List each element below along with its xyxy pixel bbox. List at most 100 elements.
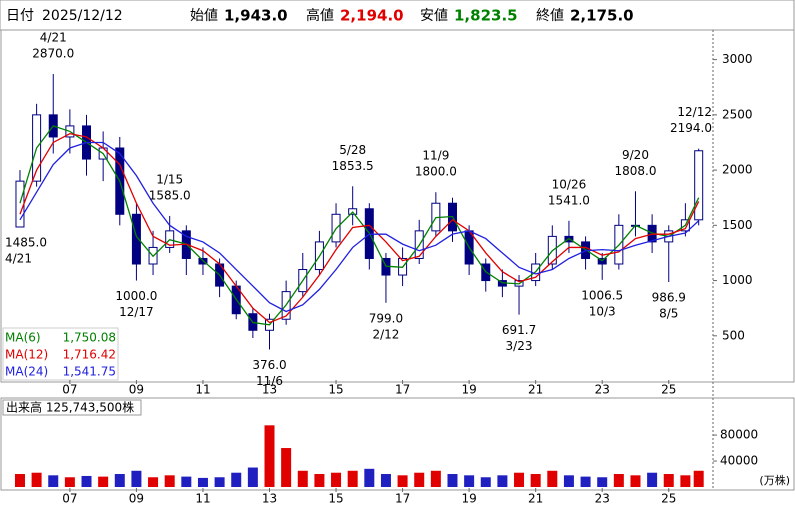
x-tick-label: 09 [129,383,144,397]
volume-bar [14,474,25,487]
volume-bar [597,477,608,487]
annotation-value: 1800.0 [415,165,457,179]
volume-bar [613,474,624,487]
legend-value: 1,716.42 [63,348,116,362]
volume-bar [580,476,591,487]
volume-bar [347,470,358,487]
x-tick-label: 13 [262,383,277,397]
y-tick-label: 3000 [722,52,753,66]
legend-value: 1,750.08 [63,331,116,345]
volume-bar [680,475,691,487]
annotation-value: 1006.5 [581,288,623,302]
volume-bar [314,474,325,487]
y-tick-label: 1500 [722,218,753,232]
y-tick-label: 2000 [722,163,753,177]
volume-bar [214,477,225,487]
x-tick-label: 17 [395,492,410,506]
volume-bar [48,475,59,487]
volume-bar [114,474,125,487]
legend-name: MA(24) [5,365,48,379]
volume-title-box [2,399,142,416]
volume-bar [630,475,641,487]
legend-name: MA(6) [5,331,41,345]
volume-bar [464,475,475,487]
annotation-date: 2/12 [372,327,399,341]
annotation-date: 10/26 [552,177,587,191]
y-tick-label: 1000 [722,273,753,287]
legend-name: MA(12) [5,348,48,362]
candle-body [131,213,141,265]
volume-bar [563,475,574,487]
x-tick-label: 07 [62,383,77,397]
annotation-date: 4/21 [5,251,32,265]
volume-bar [64,477,75,487]
ma-line [19,132,700,324]
annotation-date: 5/28 [339,143,366,157]
x-tick-label: 07 [62,492,77,506]
volume-bar [81,475,92,487]
annotation-value: 1485.0 [5,235,47,249]
x-tick-label: 11 [195,383,210,397]
x-tick-label: 21 [528,492,543,506]
volume-bar [98,476,109,487]
x-tick-label: 23 [595,383,610,397]
volume-bar [247,467,258,487]
volume-bar [414,472,425,487]
annotation-value: 1853.5 [332,159,374,173]
volume-bar [131,470,142,487]
volume-bar [430,470,441,487]
annotation-date: 12/12 [677,105,712,119]
x-tick-label: 21 [528,383,543,397]
volume-bar [497,475,508,487]
header-box [0,0,795,31]
ma-line [19,141,700,313]
x-tick-label: 25 [661,383,676,397]
low-label: 安値 [420,8,448,24]
candle-body [694,150,704,221]
volume-bar [514,472,525,487]
volume-bar [663,474,674,487]
annotation-value: 1585.0 [149,188,191,202]
volume-bar [297,470,308,487]
annotation-value: 2194.0 [670,121,712,135]
x-tick-label: 17 [395,383,410,397]
volume-bar [148,477,159,487]
date: 2025/12/12 [42,8,123,24]
annotation-value: 799.0 [369,311,403,325]
open: 1,943.0 [224,7,288,25]
x-tick-label: 15 [328,383,343,397]
annotation-date: 3/23 [506,339,533,353]
volume-bar [693,470,704,487]
volume-bar [231,472,242,487]
legend-value: 1,541.75 [63,365,116,379]
annotation-date: 9/20 [622,148,649,162]
annotation-date: 10/3 [589,304,616,318]
annotation-date: 1/15 [156,172,183,186]
volume-bar [397,475,408,487]
price-frame [0,29,795,383]
annotation-value: 376.0 [252,358,286,372]
volume-title: 出来高 125,743,500株 [6,400,134,415]
high: 2,194.0 [340,7,404,25]
high-label: 高値 [306,7,334,24]
annotation-value: 1000.0 [115,289,157,303]
close-label: 終値 [536,8,564,24]
annotation-value: 691.7 [502,323,536,337]
volume-bar [647,472,658,487]
volume-bar [530,474,541,487]
volume-bar [331,472,342,487]
volume-bar [480,477,491,487]
candle-body [15,180,25,228]
date-label: 日付 [6,8,34,24]
y-tick-label: 500 [722,328,745,342]
annotation-date: 12/17 [119,305,154,319]
x-tick-label: 11 [195,492,210,506]
low: 1,823.5 [454,7,518,25]
x-tick-label: 23 [595,492,610,506]
y-tick-label: 40000 [720,454,758,468]
y-tick-label: 2500 [722,107,753,121]
volume-bar [447,474,458,487]
x-tick-label: 25 [661,492,676,506]
